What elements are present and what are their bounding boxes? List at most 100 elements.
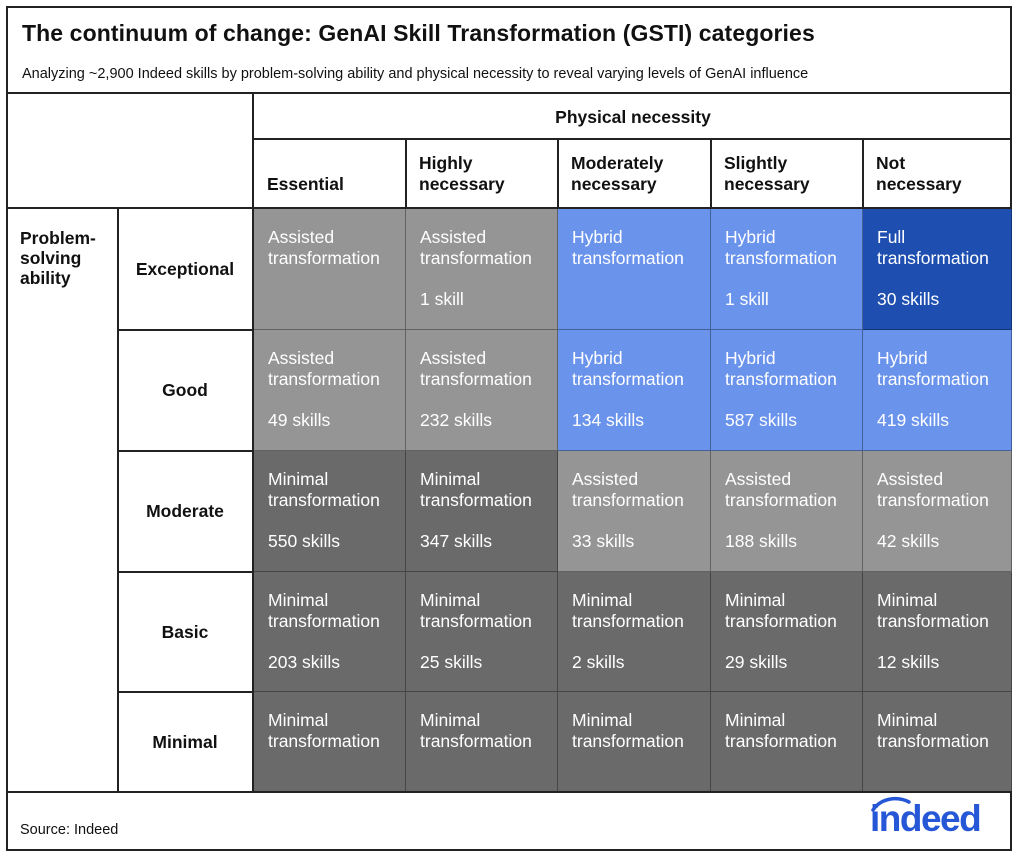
cell-category-line: transformation xyxy=(420,489,532,510)
column-divider xyxy=(862,140,864,208)
column-header: Moderately necessary xyxy=(558,140,711,208)
cell-category-line: Minimal xyxy=(268,590,329,610)
cell-category: Minimal transformation xyxy=(268,590,405,631)
cell-category-line: Assisted xyxy=(268,348,335,368)
cell-category: Minimal transformation xyxy=(420,469,557,510)
cell-category: Full transformation xyxy=(877,227,1011,268)
cell-category-line: Full xyxy=(877,227,906,247)
cell-category-line: transformation xyxy=(420,247,532,268)
column-divider xyxy=(557,140,559,208)
column-header: Not necessary xyxy=(863,140,1012,208)
cell-category-line: Assisted xyxy=(725,469,792,489)
divider-header-bottom xyxy=(8,207,1012,209)
cell-category-line: transformation xyxy=(725,489,837,510)
grid-cell: Minimal transformation 203 skills xyxy=(254,572,406,692)
grid-cell: Minimal transformation xyxy=(558,692,711,792)
cell-category-line: transformation xyxy=(268,368,380,389)
cell-category: Assisted transformation xyxy=(572,469,710,510)
cell-category: Minimal transformation xyxy=(877,710,1011,751)
column-header-line: necessary xyxy=(876,174,962,194)
grid-cell: Minimal transformation xyxy=(254,692,406,792)
cell-skill-count: 49 skills xyxy=(268,410,331,430)
grid-cell: Assisted transformation xyxy=(254,209,406,330)
cell-category-line: transformation xyxy=(420,368,532,389)
column-header-line: Slightly xyxy=(724,153,788,173)
title-area: The continuum of change: GenAI Skill Tra… xyxy=(8,8,1010,94)
chart-subtitle: Analyzing ~2,900 Indeed skills by proble… xyxy=(22,66,809,82)
cell-category-line: transformation xyxy=(725,368,837,389)
grid-cell: Assisted transformation 1 skill xyxy=(406,209,558,330)
cell-category: Hybrid transformation xyxy=(572,348,710,389)
cell-category: Assisted transformation xyxy=(268,348,405,389)
cell-skill-count: 25 skills xyxy=(420,652,483,672)
grid-cell: Hybrid transformation 1 skill xyxy=(711,209,863,330)
cell-category: Minimal transformation xyxy=(572,590,710,631)
cell-category-line: transformation xyxy=(877,730,989,751)
divider-table-bottom xyxy=(8,791,1012,793)
cell-category-line: transformation xyxy=(268,489,380,510)
cell-category-line: transformation xyxy=(268,730,380,751)
grid-cell: Assisted transformation 42 skills xyxy=(863,451,1012,572)
cell-category: Assisted transformation xyxy=(420,348,557,389)
cell-category-line: transformation xyxy=(572,368,684,389)
cell-skill-count: 587 skills xyxy=(725,410,797,430)
grid-cell: Minimal transformation 550 skills xyxy=(254,451,406,572)
cell-category: Hybrid transformation xyxy=(725,227,862,268)
cell-category-line: Minimal xyxy=(420,710,481,730)
cell-category: Hybrid transformation xyxy=(725,348,862,389)
row-header: Exceptional xyxy=(135,259,235,279)
column-header: Essential xyxy=(254,140,406,208)
cell-skill-count: 203 skills xyxy=(268,652,340,672)
grid-cell: Minimal transformation 12 skills xyxy=(863,572,1012,692)
cell-category-line: Hybrid xyxy=(572,348,623,368)
cell-category-line: transformation xyxy=(725,610,837,631)
cell-category: Assisted transformation xyxy=(877,469,1011,510)
chart-title: The continuum of change: GenAI Skill Tra… xyxy=(22,20,815,46)
cell-category-line: Hybrid xyxy=(572,227,623,247)
cell-category-line: transformation xyxy=(572,610,684,631)
cell-skill-count: 550 skills xyxy=(268,531,340,551)
row-divider xyxy=(118,329,254,331)
row-axis-label: Problem- solving ability xyxy=(20,228,96,288)
column-header-line: necessary xyxy=(419,174,505,194)
grid-cell: Hybrid transformation 419 skills xyxy=(863,330,1012,451)
row-header: Basic xyxy=(161,621,209,642)
row-axis-label-line: solving xyxy=(20,248,82,268)
cell-category-line: Minimal xyxy=(877,710,938,730)
cell-skill-count: 29 skills xyxy=(725,652,788,672)
indeed-logo-arc-icon xyxy=(871,796,911,812)
cell-skill-count: 33 skills xyxy=(572,531,635,551)
grid-cell: Assisted transformation 49 skills xyxy=(254,330,406,451)
cell-category-line: Minimal xyxy=(725,590,786,610)
column-header-text: Slightly necessary xyxy=(724,153,810,195)
column-header-text: Not necessary xyxy=(876,153,962,195)
grid-cell: Minimal transformation xyxy=(406,692,558,792)
cell-category-line: Minimal xyxy=(725,710,786,730)
column-header-line: necessary xyxy=(724,174,810,194)
column-header-text: Essential xyxy=(267,174,344,195)
cell-category-line: transformation xyxy=(572,489,684,510)
cell-skill-count: 419 skills xyxy=(877,410,949,430)
column-header-line: Not xyxy=(876,153,906,173)
cell-category-line: Assisted xyxy=(420,348,487,368)
cell-skill-count: 347 skills xyxy=(420,531,492,551)
cell-category-line: transformation xyxy=(725,247,837,268)
divider-header-left xyxy=(252,94,254,792)
cell-category-line: transformation xyxy=(420,610,532,631)
cell-category-line: Assisted xyxy=(420,227,487,247)
row-divider xyxy=(118,571,254,573)
column-header-text: Moderately necessary xyxy=(571,153,663,195)
column-header-text: Highly necessary xyxy=(419,153,505,195)
grid-cell: Hybrid transformation 134 skills xyxy=(558,330,711,451)
cell-category-line: Minimal xyxy=(877,590,938,610)
row-divider xyxy=(118,691,254,693)
source-note: Source: Indeed xyxy=(20,822,119,838)
cell-skill-count: 12 skills xyxy=(877,652,940,672)
cell-category-line: Hybrid xyxy=(877,348,928,368)
row-axis-label-line: Problem- xyxy=(20,228,96,248)
column-divider xyxy=(710,140,712,208)
grid-cell: Assisted transformation 232 skills xyxy=(406,330,558,451)
row-header: Moderate xyxy=(146,501,224,521)
grid-cell: Assisted transformation 33 skills xyxy=(558,451,711,572)
cell-category-line: transformation xyxy=(268,247,380,268)
